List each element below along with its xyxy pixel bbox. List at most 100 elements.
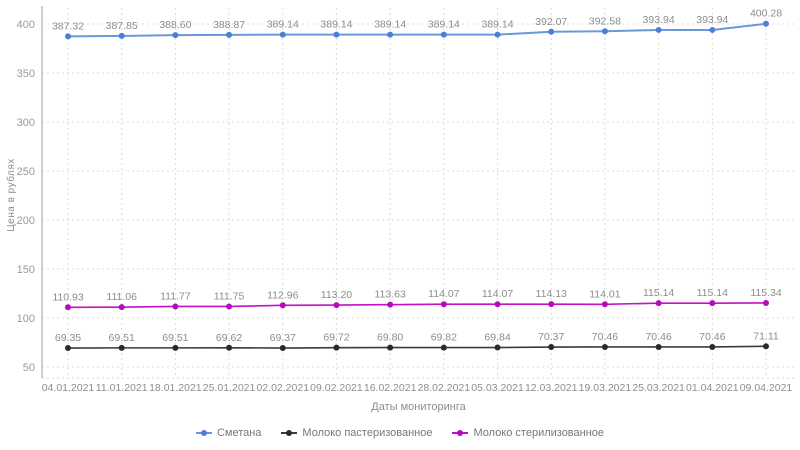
data-point[interactable]	[548, 344, 555, 351]
x-tick-label: 19.03.2021	[579, 382, 632, 394]
x-tick-label: 28.02.2021	[418, 382, 471, 394]
data-point-label: 393.94	[643, 14, 675, 26]
data-point[interactable]	[763, 299, 769, 306]
data-point[interactable]	[226, 303, 233, 310]
data-point[interactable]	[763, 20, 769, 27]
data-point[interactable]	[494, 301, 501, 308]
y-tick-label: 100	[17, 313, 35, 325]
data-point[interactable]	[279, 302, 286, 309]
y-tick-label: 300	[17, 117, 35, 129]
x-axis-title: Даты мониторинга	[371, 401, 466, 413]
y-tick-label: 400	[17, 19, 35, 31]
data-point[interactable]	[709, 300, 716, 307]
data-point[interactable]	[65, 304, 71, 311]
data-point[interactable]	[118, 344, 125, 351]
data-point[interactable]	[387, 301, 394, 308]
data-point-label: 392.58	[589, 15, 621, 27]
legend-item[interactable]: Молоко пастеризованное	[281, 427, 432, 439]
data-point[interactable]	[601, 301, 608, 308]
data-point[interactable]	[440, 344, 447, 351]
data-point-label: 389.14	[428, 19, 460, 31]
x-tick-label: 05.03.2021	[471, 382, 524, 394]
data-point[interactable]	[118, 304, 125, 311]
data-point-label: 388.60	[159, 19, 191, 31]
data-point[interactable]	[440, 31, 447, 38]
data-point-label: 70.46	[645, 331, 671, 343]
data-point-label: 387.85	[106, 20, 138, 32]
legend-marker-icon	[281, 430, 298, 436]
data-point-label: 69.62	[216, 332, 242, 344]
data-point[interactable]	[226, 31, 233, 38]
data-point[interactable]	[601, 28, 608, 35]
legend: Сметана Молоко пастеризованное Молоко стер…	[0, 427, 800, 439]
x-tick-label: 12.03.2021	[525, 382, 578, 394]
data-point[interactable]	[601, 343, 608, 350]
data-point-label: 115.34	[750, 287, 781, 299]
data-point[interactable]	[709, 26, 716, 33]
x-tick-label: 01.04.2021	[686, 382, 739, 394]
data-point[interactable]	[387, 344, 394, 351]
x-tick-label: 25.03.2021	[632, 382, 685, 394]
data-point[interactable]	[440, 301, 447, 308]
data-point-label: 69.35	[55, 332, 81, 344]
series-line-2	[67, 302, 767, 309]
data-point-label: 113.20	[321, 289, 352, 301]
data-point-label: 69.80	[377, 332, 403, 344]
data-point[interactable]	[655, 26, 662, 33]
data-point[interactable]	[118, 32, 125, 39]
data-point[interactable]	[333, 302, 340, 309]
data-point[interactable]	[279, 31, 286, 38]
data-point[interactable]	[655, 343, 662, 350]
data-point[interactable]	[709, 343, 716, 350]
data-point[interactable]	[494, 31, 501, 38]
data-point-label: 114.07	[482, 288, 513, 300]
data-point[interactable]	[279, 345, 286, 352]
data-point-label: 113.63	[374, 289, 405, 301]
data-point-label: 115.14	[697, 287, 728, 299]
data-point-label: 69.51	[109, 332, 135, 344]
data-point-label: 114.13	[536, 288, 567, 300]
data-point-label: 111.77	[160, 290, 191, 302]
data-point[interactable]	[172, 32, 179, 39]
x-tick-label: 02.02.2021	[256, 382, 309, 394]
data-point-label: 110.93	[52, 291, 83, 303]
data-point-label: 70.46	[699, 331, 725, 343]
x-tick-label: 04.01.2021	[42, 382, 95, 394]
data-point-label: 389.14	[267, 19, 299, 31]
y-tick-label: 250	[17, 166, 35, 178]
data-point-label: 70.46	[592, 331, 618, 343]
data-point[interactable]	[172, 303, 179, 310]
data-point[interactable]	[655, 300, 662, 307]
data-point-label: 392.07	[535, 16, 567, 28]
data-point-label: 388.87	[213, 19, 245, 31]
data-point[interactable]	[65, 33, 71, 40]
data-point[interactable]	[172, 344, 179, 351]
data-point-label: 389.14	[374, 19, 406, 31]
legend-item[interactable]: Сметана	[195, 427, 262, 439]
x-tick-label: 18.01.2021	[149, 382, 202, 394]
data-point-label: 69.84	[484, 332, 510, 344]
data-point[interactable]	[387, 31, 394, 38]
data-point-label: 112.96	[267, 289, 298, 301]
legend-item-label: Сметана	[216, 427, 262, 439]
legend-item-label: Молоко стерилизованное	[473, 427, 605, 439]
data-point[interactable]	[548, 301, 555, 308]
data-point[interactable]	[226, 344, 233, 351]
data-point-label: 114.07	[428, 288, 459, 300]
data-point[interactable]	[494, 344, 501, 351]
data-point[interactable]	[333, 344, 340, 351]
y-tick-label: 350	[17, 68, 35, 80]
x-tick-label: 09.02.2021	[310, 382, 363, 394]
x-tick-label: 11.01.2021	[96, 382, 148, 394]
data-point[interactable]	[548, 28, 555, 35]
data-point[interactable]	[65, 345, 71, 352]
series-line-1	[67, 345, 767, 349]
data-point-label: 71.11	[753, 330, 779, 342]
data-point-label: 400.28	[750, 8, 782, 20]
legend-item[interactable]: Молоко стерилизованное	[452, 427, 604, 439]
data-point[interactable]	[333, 31, 340, 38]
data-point[interactable]	[763, 343, 769, 350]
y-axis-title: Цена в рублях	[5, 158, 17, 232]
data-point-label: 111.06	[106, 291, 137, 303]
